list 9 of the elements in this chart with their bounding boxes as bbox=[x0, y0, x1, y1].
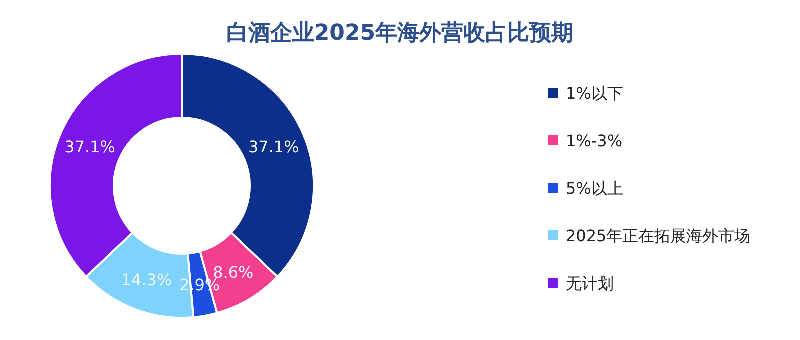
data-label: 14.3% bbox=[121, 270, 172, 290]
legend-label: 1%-3% bbox=[566, 132, 623, 150]
legend-label: 1%以下 bbox=[566, 84, 624, 103]
chart-title: 白酒企业2025年海外营收占比预期 bbox=[226, 21, 574, 46]
legend-label: 5%以上 bbox=[566, 179, 624, 198]
legend-label: 2025年正在拓展海外市场 bbox=[566, 226, 751, 246]
data-label: 37.1% bbox=[64, 138, 116, 157]
legend-label: 无计划 bbox=[566, 274, 614, 293]
data-label: 37.1% bbox=[248, 138, 300, 157]
